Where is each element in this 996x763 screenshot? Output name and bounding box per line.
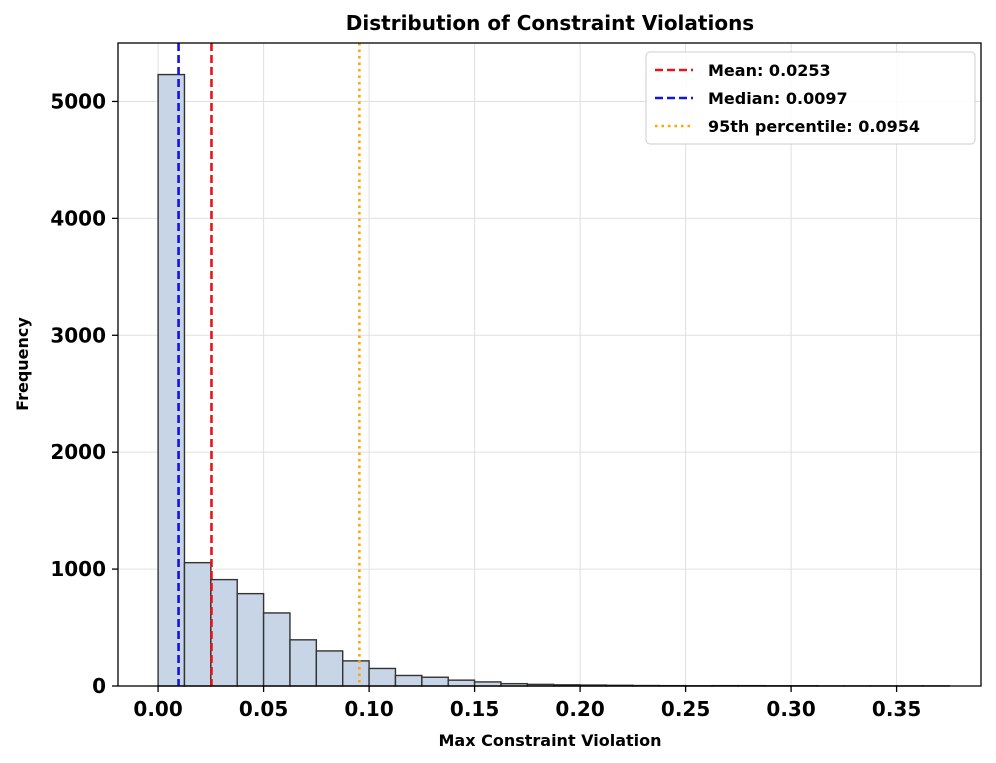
plot-frame — [117, 42, 982, 687]
y-tick-label: 4000 — [50, 206, 106, 230]
histogram-bar — [421, 676, 449, 687]
y-tick-label: 1000 — [50, 557, 106, 581]
legend-label: Median: 0.0097 — [708, 89, 848, 108]
x-axis-title: Max Constraint Violation — [438, 731, 661, 750]
y-tick-label: 0 — [92, 674, 106, 698]
chart-title: Distribution of Constraint Violations — [346, 11, 754, 35]
histogram-bar — [210, 578, 238, 687]
histogram-bar — [262, 612, 291, 687]
histogram-bar — [368, 667, 397, 687]
x-tick-label: 0.10 — [344, 697, 393, 721]
legend: Mean: 0.0253 Median: 0.0097 95th percentil… — [645, 51, 976, 145]
y-axis-title: Frequency — [13, 317, 32, 411]
x-tick-label: 0.15 — [450, 697, 499, 721]
histogram-bar — [447, 679, 476, 687]
y-tick-label: 5000 — [50, 89, 106, 113]
ticks-layer: 0.00 0.05 0.10 0.15 0.20 0.25 0.30 0.35 0 1000 200… — [50, 89, 921, 721]
legend-box — [645, 51, 976, 145]
legend-label: 95th percentile: 0.0954 — [708, 117, 920, 136]
x-tick-label: 0.25 — [661, 697, 710, 721]
x-tick-label: 0.00 — [133, 697, 182, 721]
histogram-bar — [183, 561, 212, 687]
bars-layer — [157, 73, 951, 687]
y-tick-label: 2000 — [50, 440, 106, 464]
x-tick-label: 0.35 — [872, 697, 921, 721]
histogram-bar — [315, 650, 344, 687]
histogram-bar — [342, 660, 370, 687]
y-tick-label: 3000 — [50, 323, 106, 347]
x-tick-label: 0.20 — [555, 697, 604, 721]
histogram-bar — [289, 639, 318, 687]
legend-label: Mean: 0.0253 — [708, 61, 831, 80]
x-tick-label: 0.30 — [766, 697, 815, 721]
histogram-bar — [236, 592, 265, 687]
histogram-bar — [157, 73, 186, 687]
histogram-bar — [394, 674, 423, 687]
reference-lines-layer — [177, 43, 361, 686]
x-tick-label: 0.05 — [239, 697, 288, 721]
